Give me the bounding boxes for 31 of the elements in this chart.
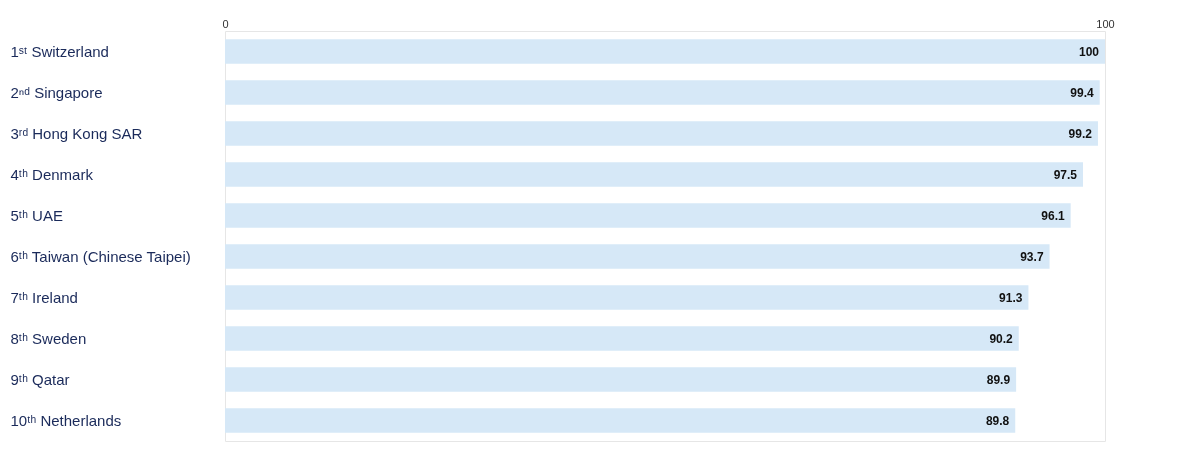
bar [225,162,1083,187]
bar [225,121,1098,146]
y-tick-label: 4ᵗʰ Denmark [10,165,94,183]
data-label: 89.8 [985,413,1010,428]
data-label: 90.2 [989,331,1014,346]
data-label: 100 [1078,44,1100,59]
y-tick-label: 10ᵗʰ Netherlands [10,411,122,429]
x-tick-label: 0 [222,17,229,30]
y-tick-label: 8ᵗʰ Sweden [10,329,87,347]
y-tick-label: 1ˢᵗ Switzerland [10,42,109,60]
bar [225,408,1016,433]
data-label: 93.7 [1020,249,1044,264]
bar [225,39,1105,64]
data-label: 97.5 [1053,167,1078,182]
y-tick-label: 5ᵗʰ UAE [10,206,63,224]
y-tick-label: 7ᵗʰ Ireland [10,288,78,306]
y-tick-label: 2ⁿᵈ Singapore [10,83,103,101]
bar [225,285,1029,310]
data-label: 89.9 [986,372,1011,387]
bar [225,80,1100,105]
y-tick-label: 6ᵗʰ Taiwan (Chinese Taipei) [10,247,191,265]
data-label: 99.4 [1070,85,1095,100]
bar [225,367,1017,392]
data-label: 96.1 [1041,208,1065,223]
bar [225,203,1071,228]
bar [225,244,1050,269]
y-tick-label: 9ᵗʰ Qatar [10,370,70,388]
y-tick-label: 3ʳᵈ Hong Kong SAR [10,124,143,142]
bar [225,326,1019,351]
data-label: 99.2 [1068,126,1093,141]
data-label: 91.3 [999,290,1023,305]
